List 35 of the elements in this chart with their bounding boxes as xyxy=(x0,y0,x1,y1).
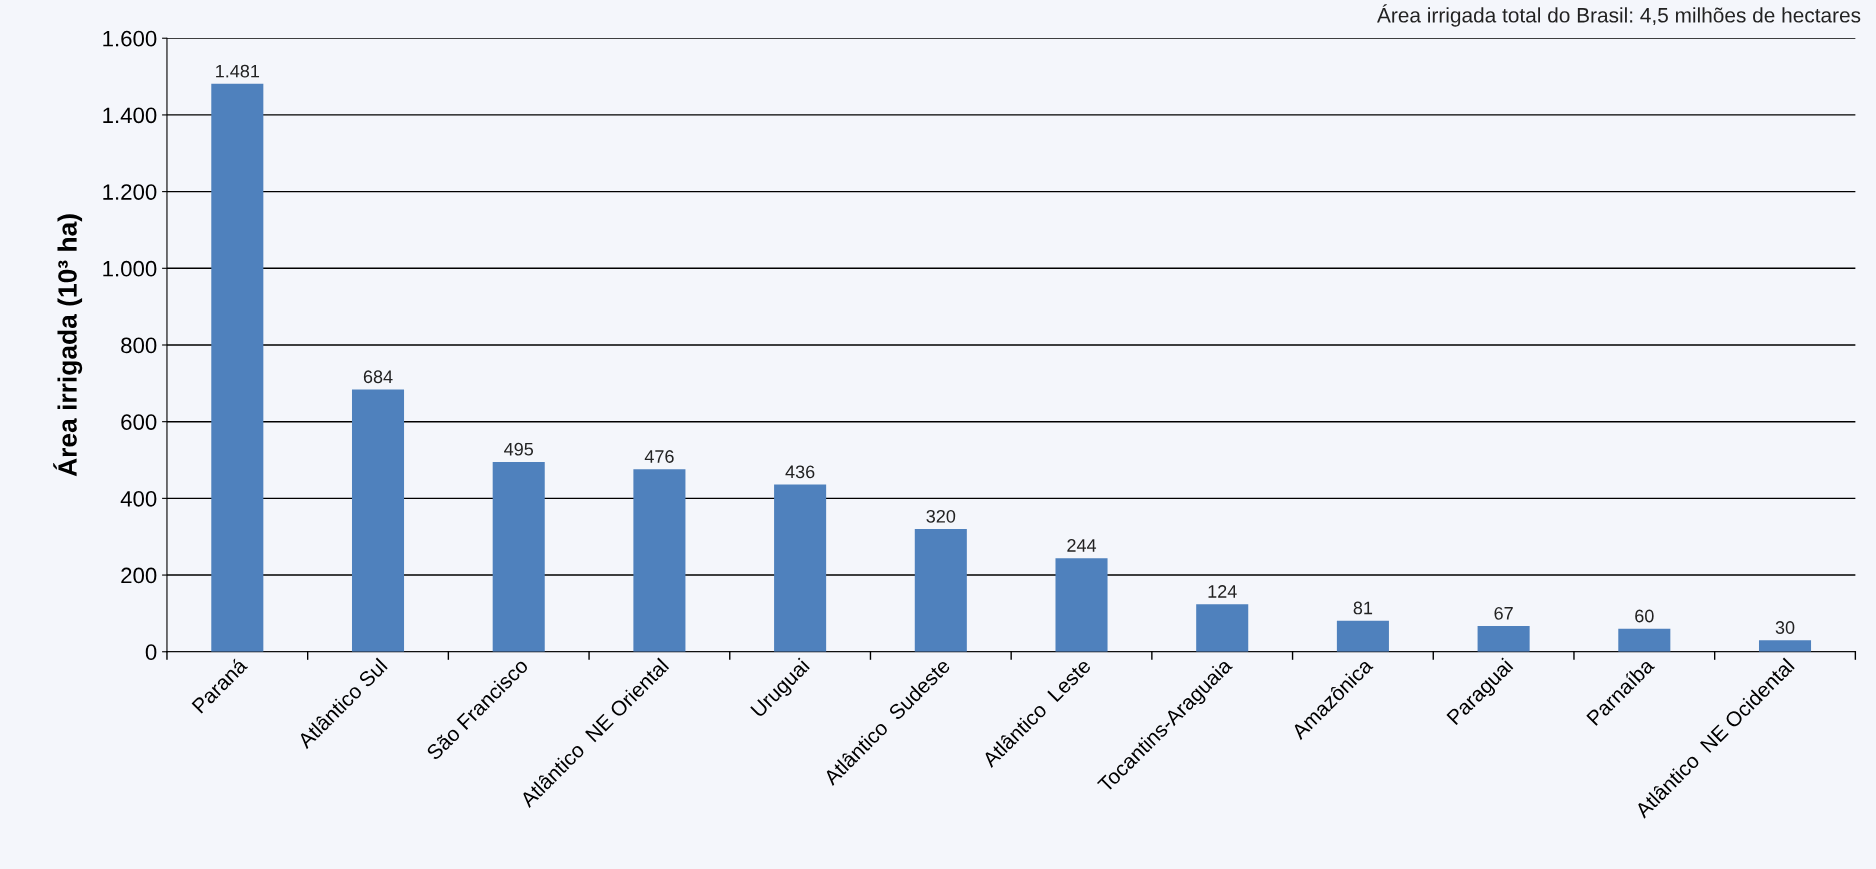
y-tick-label: 400 xyxy=(120,490,157,507)
data-label: 436 xyxy=(785,465,815,479)
bar xyxy=(774,484,827,652)
y-tick-label: 200 xyxy=(121,567,157,584)
data-label: 30 xyxy=(1775,621,1795,634)
data-label: 244 xyxy=(1067,539,1097,552)
y-tick-label: 600 xyxy=(121,414,157,430)
y-tick-label: 800 xyxy=(121,337,157,354)
y-tick-label: 1.200 xyxy=(103,184,157,200)
y-axis-title: Área irrigada (10³ ha) xyxy=(53,214,83,477)
data-label: 81 xyxy=(1353,601,1373,615)
y-tick-label: 1.600 xyxy=(103,30,157,47)
data-label: 320 xyxy=(926,509,956,523)
data-label: 495 xyxy=(504,442,534,456)
y-tick-label: 1.000 xyxy=(103,260,157,277)
data-label: 1.481 xyxy=(216,64,260,78)
bar xyxy=(633,469,686,652)
data-label: 67 xyxy=(1494,606,1513,620)
data-label: 684 xyxy=(363,370,393,384)
bar xyxy=(914,529,967,652)
bar xyxy=(351,389,405,652)
text: Área irrigada total do Brasil: 4,5 milhões de hectares xyxy=(1377,4,1861,27)
bar xyxy=(1477,626,1530,652)
y-tick-label: 1.400 xyxy=(103,107,157,124)
data-label: 476 xyxy=(644,450,674,463)
bar xyxy=(1758,640,1812,652)
bar xyxy=(492,461,545,652)
bar xyxy=(1196,604,1249,652)
data-label: 124 xyxy=(1208,585,1237,598)
bar xyxy=(1336,620,1389,652)
bar xyxy=(211,83,264,652)
data-label: 60 xyxy=(1635,609,1654,623)
bar xyxy=(1618,628,1671,652)
y-tick-label: 0 xyxy=(145,644,157,661)
bar xyxy=(1055,558,1108,652)
